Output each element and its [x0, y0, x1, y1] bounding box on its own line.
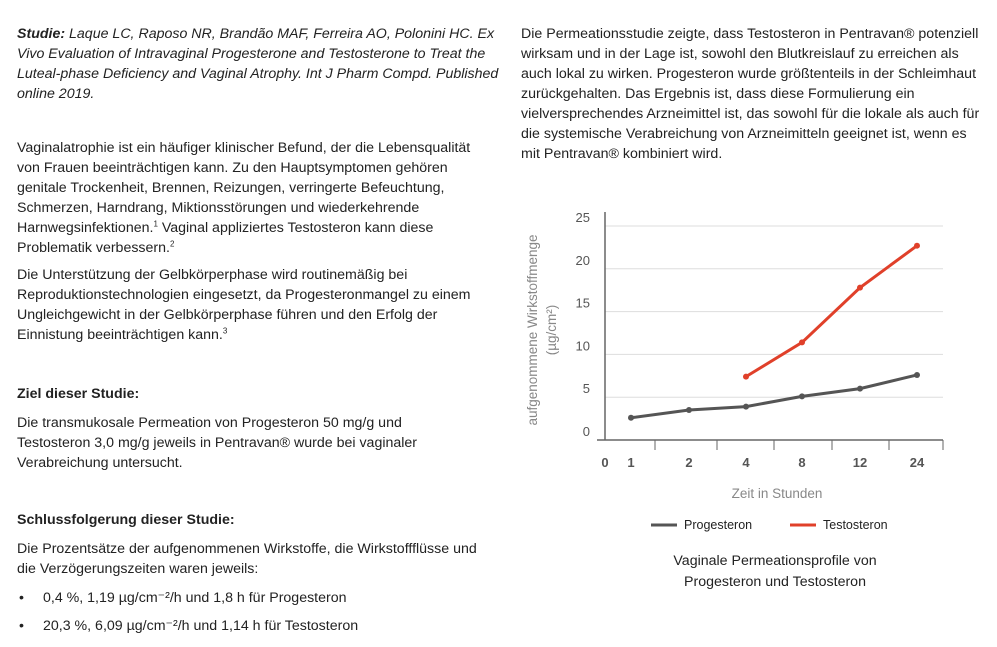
study-label: Studie: [17, 26, 66, 42]
y-tick-label: 20 [576, 253, 590, 268]
x-tick-label: 2 [685, 455, 692, 470]
series-line-progesteron [630, 373, 918, 420]
x-tick-label: 8 [798, 455, 805, 470]
legend-progesteron-label: Progesteron [684, 518, 752, 532]
y-tick-label: 25 [576, 210, 590, 225]
results-list: 0,4 %, 1,19 µg/cm⁻²/h und 1,8 h für Prog… [17, 588, 497, 636]
y-axis-unit: (µg/cm²) [544, 305, 559, 356]
intro-text: Die Unterstützung der Gelbkörperphase wi… [17, 267, 471, 343]
result-summary: Die Permeationsstudie zeigte, dass Testo… [521, 26, 980, 162]
data-point-progesteron [628, 414, 634, 421]
x-tick-label: 1 [627, 455, 634, 470]
footnote-ref: 1 [153, 219, 158, 229]
intro: Vaginalatrophie ist ein häufiger klinisc… [17, 138, 492, 345]
data-point-progesteron [857, 385, 863, 392]
data-point-testosteron [857, 284, 863, 291]
y-axis-label: aufgenommene Wirkstoffmenge [525, 234, 540, 425]
conclusion-heading: Schlussfolgerung dieser Studie: [17, 512, 235, 528]
data-point-progesteron [799, 393, 805, 400]
y-tick-label: 0 [583, 424, 590, 439]
footnote-ref: 3 [222, 326, 228, 336]
intro-text: Vaginal appliziertes Testosteron kann di… [17, 220, 434, 256]
y-tick-label: 15 [576, 296, 590, 311]
aim-section: Ziel dieser Studie: Die transmukosale Pe… [17, 384, 477, 473]
chart-caption: Vaginale Permeationsprofile von Progeste… [673, 553, 877, 590]
intro-text: Vaginalatrophie ist ein häufiger klinisc… [17, 140, 471, 236]
y-tick-label: 10 [576, 338, 590, 353]
conclusion-text: Die Prozentsätze der aufgenommenen Wirks… [17, 541, 477, 577]
study-citation: Studie: Laque LC, Raposo NR, Brandão MAF… [17, 24, 507, 104]
x-tick-label: 12 [853, 455, 867, 470]
list-item: 0,4 %, 1,19 µg/cm⁻²/h und 1,8 h für Prog… [17, 588, 497, 608]
data-point-testosteron [743, 373, 749, 380]
aim-heading: Ziel dieser Studie: [17, 386, 140, 402]
grid [605, 225, 943, 398]
footnote-ref: 2 [169, 239, 175, 249]
data-point-progesteron [686, 407, 692, 414]
conclusion-section: Schlussfolgerung dieser Studie: Die Proz… [17, 510, 497, 644]
legend-testosteron-label: Testosteron [823, 518, 888, 532]
data-point-progesteron [743, 403, 749, 410]
intro-paragraph-1: Vaginalatrophie ist ein häufiger klinisc… [17, 138, 492, 258]
list-item: 20,3 %, 6,09 µg/cm⁻²/h und 1,14 h für Te… [17, 616, 497, 636]
data-point-testosteron [799, 339, 805, 346]
x-axis-label: Zeit in Stunden [732, 486, 823, 501]
citation-text: Laque LC, Raposo NR, Brandão MAF, Ferrei… [17, 26, 499, 102]
series-line-testosteron [745, 244, 918, 378]
y-tick-label: 5 [583, 381, 590, 396]
data-point-testosteron [914, 242, 920, 249]
intro-paragraph-2: Die Unterstützung der Gelbkörperphase wi… [17, 265, 492, 345]
data-point-progesteron [914, 371, 920, 378]
x-tick-label: 4 [742, 455, 750, 470]
aim-text: Die transmukosale Permeation von Progest… [17, 415, 418, 471]
x-tick-label: 0 [601, 455, 608, 470]
x-tick-label: 24 [910, 455, 925, 470]
